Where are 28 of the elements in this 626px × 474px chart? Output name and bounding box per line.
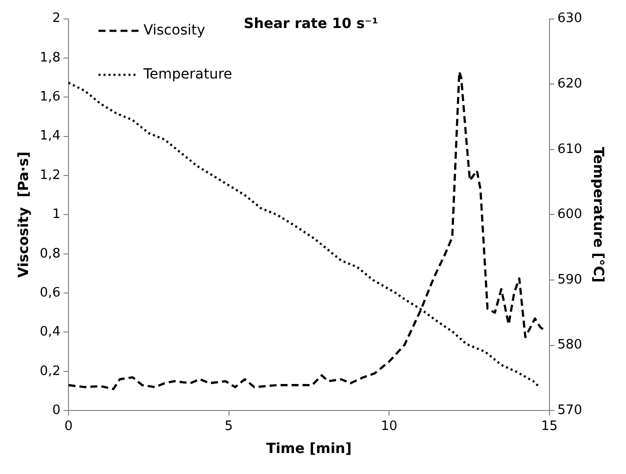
chart-title: Shear rate 10 s⁻¹ <box>244 16 378 32</box>
x-axis-title: Time [min] <box>266 441 352 458</box>
y-tick-label: 1,4 <box>40 128 60 144</box>
y-tick-label: 1,6 <box>40 90 60 105</box>
y2-tick-label: 600 <box>557 207 582 222</box>
y-tick-label: 1 <box>52 207 60 222</box>
x-tick-label: 15 <box>541 418 558 434</box>
legend-label: Viscosity <box>143 22 206 38</box>
y-tick-label: 0,2 <box>40 364 60 379</box>
y-tick-label: 0,4 <box>40 324 60 340</box>
y-axis-title: Viscosity [Pa·s] <box>16 152 32 278</box>
y-tick-label: 1,2 <box>40 168 60 183</box>
y-tick-label: 1,8 <box>40 50 60 66</box>
y2-tick-label: 630 <box>557 11 582 26</box>
y2-tick-label: 610 <box>557 142 582 157</box>
y2-tick-label: 580 <box>557 338 582 353</box>
y2-axis-title: Temperature [°C] <box>590 146 606 283</box>
x-tick-label: 5 <box>224 418 233 434</box>
y-tick-label: 0 <box>52 402 60 418</box>
legend-label: Temperature <box>142 66 232 82</box>
y2-tick-label: 620 <box>557 76 582 92</box>
x-tick-label: 0 <box>64 418 73 434</box>
y2-tick-label: 570 <box>557 402 582 418</box>
y-tick-label: 0,6 <box>40 285 60 300</box>
y-tick-label: 0,8 <box>40 246 60 262</box>
y-tick-label: 2 <box>52 11 60 26</box>
x-tick-label: 10 <box>380 418 398 434</box>
y2-tick-label: 590 <box>557 272 582 288</box>
